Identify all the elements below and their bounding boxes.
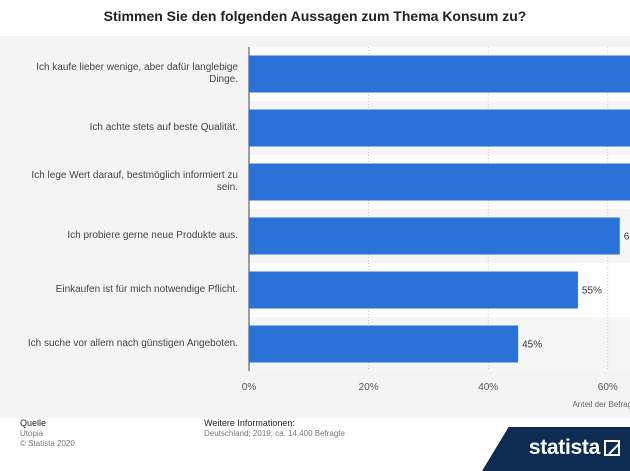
statista-logo-icon (604, 440, 620, 456)
info-text: Deutschland; 2019; ca. 14.400 Befragte (204, 429, 345, 438)
category-label: Ich probiere gerne neue Produkte aus. (67, 230, 238, 241)
x-tick-label: 0% (242, 382, 257, 393)
bar-value-label: 45% (522, 340, 542, 351)
source-heading: Quelle (20, 418, 47, 428)
category-label: Ich kaufe lieber wenige, aber dafür lang… (36, 62, 238, 85)
category-label: Ich lege Wert darauf, bestmöglich inform… (31, 170, 238, 193)
source-name: Utopia (20, 429, 44, 438)
category-label: Ich achte stets auf beste Qualität. (89, 122, 238, 133)
x-tick-label: 60% (598, 382, 618, 393)
bar (249, 109, 630, 147)
category-label: Einkaufen ist für mich notwendige Pflich… (55, 284, 238, 295)
info-heading: Weitere Informationen: (204, 418, 295, 428)
bar-value-label: 55% (582, 286, 602, 297)
chart-title: Stimmen Sie den folgenden Aussagen zum T… (103, 8, 527, 24)
source-block: Quelle Utopia © Statista 2020 (20, 418, 75, 449)
statista-logo-text: statista (528, 436, 600, 459)
info-block: Weitere Informationen: Deutschland; 2019… (204, 418, 345, 439)
bar (249, 325, 519, 363)
copyright: © Statista 2020 (20, 439, 75, 448)
bar (249, 55, 630, 93)
bar-chart: 94%90%89%62%55%45%0%20%40%60%80%100%Ante… (242, 47, 630, 409)
x-axis-title: Anteil der Befragten (572, 400, 630, 409)
bar (249, 217, 620, 255)
x-tick-label: 40% (478, 382, 498, 393)
bar (249, 271, 578, 309)
bar (249, 163, 630, 201)
x-tick-label: 20% (359, 382, 379, 393)
bar-value-label: 62% (624, 232, 630, 243)
category-label: Ich suche vor allem nach günstigen Angeb… (27, 338, 238, 349)
